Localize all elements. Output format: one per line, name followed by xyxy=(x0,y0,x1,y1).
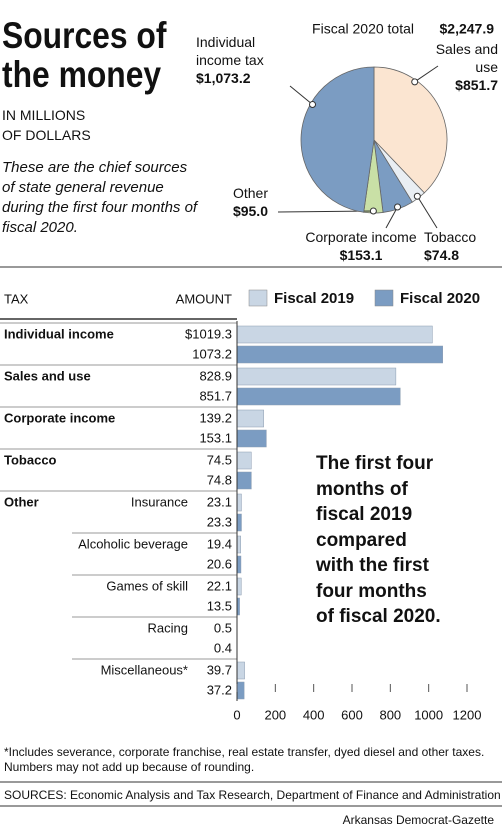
bar xyxy=(236,681,245,700)
value-label: 39.7 xyxy=(207,662,232,677)
pie-value: $851.7 xyxy=(455,77,498,93)
value-label: 13.5 xyxy=(207,598,232,613)
pie-value: $153.1 xyxy=(339,247,383,263)
bar xyxy=(236,535,241,554)
column-header: TAX xyxy=(4,291,29,306)
category-label: Insurance xyxy=(131,494,188,509)
bar xyxy=(236,429,267,448)
pie-label: Other $95.0 xyxy=(196,184,268,220)
category-label: Individual income xyxy=(4,326,114,341)
pie-label: Sales and use $851.7 xyxy=(420,40,498,94)
value-label: 828.9 xyxy=(199,368,232,383)
pie-value: $74.8 xyxy=(424,247,460,263)
value-label: 153.1 xyxy=(199,430,232,445)
value-label: 22.1 xyxy=(207,578,232,593)
legend-swatch xyxy=(248,289,268,307)
pie-category: Sales and use xyxy=(435,41,498,75)
category-label: Racing xyxy=(148,620,188,635)
legend-label: Fiscal 2019 xyxy=(274,290,354,307)
value-label: 23.3 xyxy=(207,514,232,529)
x-tick-label: 200 xyxy=(264,707,286,722)
value-label: 19.4 xyxy=(207,536,232,551)
category-label: Miscellaneous* xyxy=(101,662,188,677)
pie-category: Tobacco xyxy=(424,229,477,245)
pie-value: $1,073.2 xyxy=(196,70,251,86)
sources: SOURCES: Economic Analysis and Tax Resea… xyxy=(4,788,501,802)
bar xyxy=(236,661,245,680)
value-label: 0.4 xyxy=(214,640,232,655)
value-label: 0.5 xyxy=(214,620,232,635)
bar xyxy=(236,345,443,364)
x-tick-label: 600 xyxy=(341,707,363,722)
pie-category: Individual income tax xyxy=(196,34,264,68)
leader-dot xyxy=(413,192,421,200)
pie-value: $95.0 xyxy=(232,203,268,219)
bar xyxy=(236,387,401,406)
leader-line xyxy=(414,65,439,83)
value-label: 851.7 xyxy=(199,388,232,403)
pie-label: Corporate income $153.1 xyxy=(296,228,426,264)
group-label: Other xyxy=(4,494,39,509)
leader-dot xyxy=(369,207,377,215)
legend-swatch xyxy=(374,289,394,307)
bar xyxy=(236,451,252,470)
annotation: The first four months of fiscal 2019 com… xyxy=(316,453,441,627)
leader-line xyxy=(385,206,398,229)
x-tick-label: 800 xyxy=(379,707,401,722)
units: IN MILLIONS OF DOLLARS xyxy=(2,107,91,143)
bar xyxy=(236,367,397,386)
pie-label: Individual income tax $1,073.2 xyxy=(196,33,292,87)
description: These are the chief sources of state gen… xyxy=(2,159,198,236)
value-label: $1019.3 xyxy=(185,326,232,341)
bar xyxy=(236,325,433,344)
pie-total-label: Fiscal 2020 total xyxy=(312,21,414,37)
x-tick-label: 0 xyxy=(233,707,240,722)
x-tick-label: 1200 xyxy=(453,707,482,722)
x-tick-label: 400 xyxy=(303,707,325,722)
pie-slice xyxy=(373,66,448,194)
bar xyxy=(236,471,252,490)
value-label: 1073.2 xyxy=(192,346,232,361)
pie-category: Corporate income xyxy=(305,229,417,245)
pie-label: Tobacco $74.8 xyxy=(424,228,500,264)
bar xyxy=(236,409,264,428)
leader-dot xyxy=(394,203,402,211)
legend-label: Fiscal 2020 xyxy=(400,290,480,307)
category-label: Alcoholic beverage xyxy=(78,536,188,551)
value-label: 20.6 xyxy=(207,556,232,571)
pie-total-value: $2,247.9 xyxy=(440,21,495,37)
leader-dot xyxy=(309,101,317,108)
title: Sources of the money xyxy=(2,15,167,95)
x-tick-label: 1000 xyxy=(414,707,443,722)
bar xyxy=(236,577,242,596)
leader-line xyxy=(416,195,438,229)
bar xyxy=(236,555,242,574)
value-label: 37.2 xyxy=(207,682,232,697)
credit: Arkansas Democrat-Gazette xyxy=(342,813,494,827)
value-label: 74.8 xyxy=(207,472,232,487)
leader-line xyxy=(289,85,313,105)
value-label: 23.1 xyxy=(207,494,232,509)
category-label: Corporate income xyxy=(4,410,115,425)
column-header: AMOUNT xyxy=(176,291,232,306)
bar xyxy=(236,493,242,512)
bar xyxy=(236,513,242,532)
category-label: Sales and use xyxy=(4,368,91,383)
category-label: Tobacco xyxy=(4,452,57,467)
footnote: *Includes severance, corporate franchise… xyxy=(4,745,485,774)
pie-slice xyxy=(300,66,375,213)
leader-dot xyxy=(411,78,419,86)
pie-category: Other xyxy=(232,185,268,201)
value-label: 74.5 xyxy=(207,452,232,467)
value-label: 139.2 xyxy=(199,410,232,425)
category-label: Games of skill xyxy=(106,578,188,593)
